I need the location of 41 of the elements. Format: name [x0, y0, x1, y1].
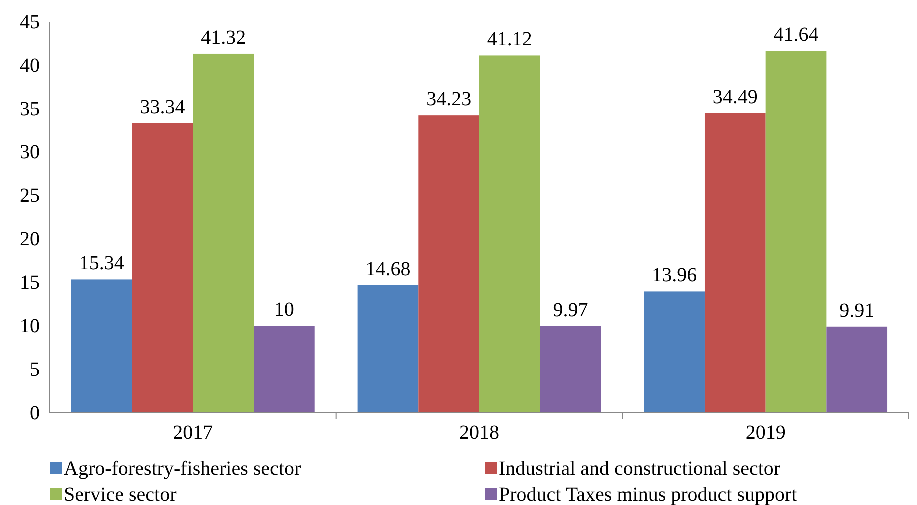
y-tick-label: 25 — [20, 185, 40, 208]
x-tick-label: 2017 — [173, 422, 214, 444]
y-tick-label: 10 — [20, 316, 40, 338]
bar — [644, 292, 705, 413]
bar — [480, 56, 540, 413]
y-tick-label: 5 — [30, 358, 40, 381]
bar — [254, 326, 315, 413]
bar — [766, 51, 827, 413]
legend-label: Service sector — [64, 484, 178, 505]
legend-label: Product Taxes minus product support — [499, 484, 798, 505]
legend-label: Industrial and constructional sector — [499, 458, 781, 480]
bar — [71, 280, 132, 413]
y-tick-label: 45 — [20, 11, 40, 34]
data-label: 15.34 — [79, 252, 124, 275]
y-tick-label: 35 — [20, 98, 40, 120]
x-tick-label: 2019 — [746, 422, 786, 444]
bar — [826, 326, 888, 413]
bar — [540, 326, 602, 413]
data-label: 14.68 — [366, 258, 411, 280]
y-tick-label: 15 — [20, 272, 40, 294]
data-label: 10 — [274, 299, 294, 322]
y-tick-label: 30 — [20, 142, 40, 164]
data-label: 41.12 — [487, 28, 532, 51]
data-label: 41.64 — [774, 24, 819, 46]
bar — [193, 54, 254, 413]
y-tick-label: 0 — [30, 402, 40, 424]
y-tick-label: 20 — [20, 228, 40, 251]
data-label: 34.23 — [426, 88, 472, 111]
data-label: 34.49 — [712, 86, 758, 108]
data-label: 13.96 — [652, 264, 698, 287]
bar — [132, 123, 194, 413]
legend-label: Agro-forestry-fisheries sector — [64, 458, 302, 480]
data-label: 9.91 — [840, 300, 875, 322]
bar — [358, 285, 419, 413]
bar — [704, 113, 766, 413]
y-tick-label: 40 — [20, 54, 40, 77]
data-label: 41.32 — [201, 26, 246, 49]
data-label: 33.34 — [140, 96, 186, 118]
x-tick-label: 2018 — [460, 422, 500, 444]
bar — [418, 116, 480, 413]
data-label: 9.97 — [553, 299, 588, 322]
